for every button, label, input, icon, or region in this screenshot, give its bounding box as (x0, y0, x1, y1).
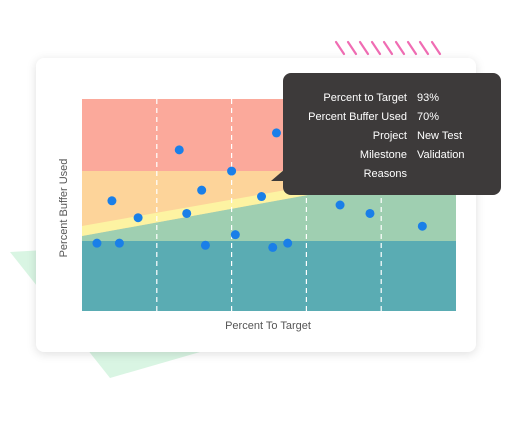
tooltip-value: Validation (417, 149, 465, 161)
decorative-pink-stripes (334, 40, 442, 56)
tooltip-label: Reasons (363, 168, 407, 180)
data-point[interactable] (227, 166, 237, 176)
tooltip-row-milestone: Milestone Validation (283, 146, 501, 164)
data-point[interactable] (107, 196, 117, 206)
tooltip-label: Milestone (359, 149, 407, 161)
data-point[interactable] (417, 221, 427, 231)
data-point[interactable] (230, 230, 240, 240)
tooltip-row-project: Project New Test (283, 127, 501, 145)
data-tooltip: Percent to Target 93% Percent Buffer Use… (271, 73, 501, 195)
y-axis-label: Percent Buffer Used (58, 158, 70, 258)
plot-points (92, 128, 427, 252)
tooltip-value: New Test (417, 130, 463, 142)
data-point[interactable] (257, 192, 267, 202)
tooltip-value: 70% (417, 111, 440, 123)
tooltip-row-percent-to-target: Percent to Target 93% (283, 89, 501, 107)
data-point[interactable] (174, 145, 184, 155)
x-axis-label: Percent To Target (225, 320, 311, 332)
zone-teal (82, 241, 456, 311)
tooltip-row-reasons: Reasons (283, 165, 501, 183)
tooltip-pointer (271, 169, 285, 181)
data-point[interactable] (92, 238, 102, 248)
data-point[interactable] (200, 240, 210, 250)
data-point[interactable] (182, 208, 192, 218)
tooltip-label: Percent Buffer Used (308, 111, 407, 123)
data-point[interactable] (114, 238, 124, 248)
data-point[interactable] (335, 200, 345, 210)
data-point[interactable] (271, 128, 281, 138)
data-point[interactable] (197, 185, 207, 195)
tooltip-label: Project (372, 130, 407, 142)
data-point[interactable] (133, 213, 143, 223)
data-point[interactable] (283, 238, 293, 248)
tooltip-label: Percent to Target (323, 92, 407, 104)
tooltip-row-percent-buffer-used: Percent Buffer Used 70% (283, 108, 501, 126)
tooltip-value: 93% (417, 92, 440, 104)
data-point[interactable] (365, 208, 375, 218)
data-point[interactable] (268, 242, 278, 252)
